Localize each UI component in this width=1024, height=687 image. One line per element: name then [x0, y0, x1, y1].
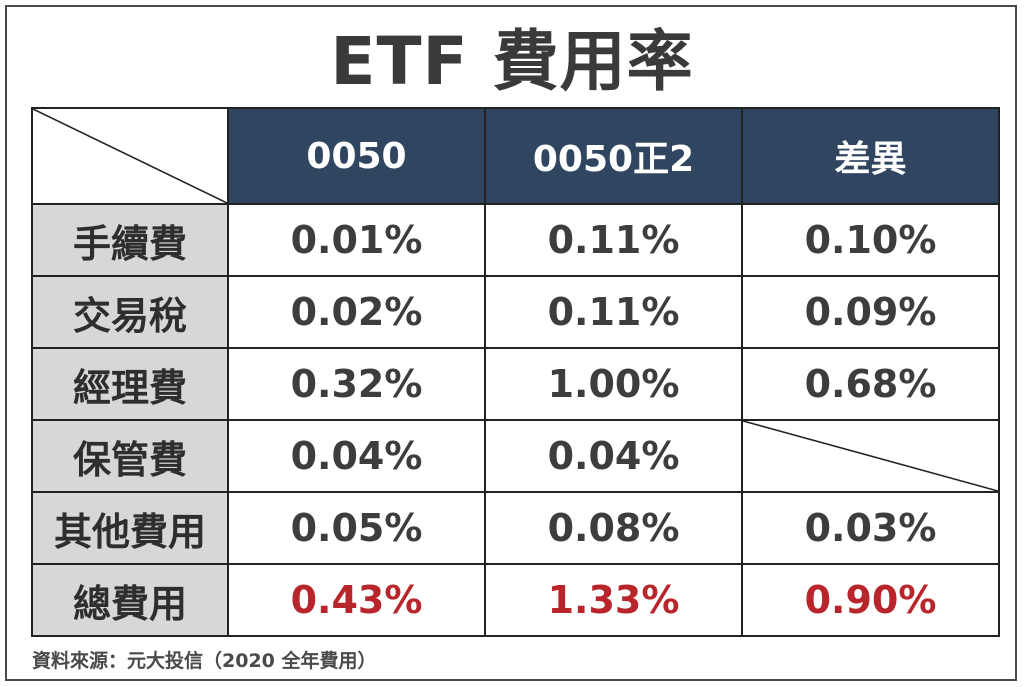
table-row: 手續費 0.01% 0.11% 0.10% [31, 203, 1000, 277]
table-header-row: 0050 0050正2 差異 [31, 107, 1000, 205]
table-row: 保管費 0.04% 0.04% [31, 419, 1000, 493]
table-cell: 0.02% [227, 275, 486, 349]
page-title: ETF 費用率 [330, 23, 694, 100]
diagonal-line [743, 421, 998, 491]
row-label: 總費用 [31, 563, 229, 637]
table-row-total: 總費用 0.43% 1.33% 0.90% [31, 563, 1000, 637]
table-cell: 0.04% [227, 419, 486, 493]
row-label: 交易稅 [31, 275, 229, 349]
total-cell: 0.90% [741, 563, 1000, 637]
row-label: 經理費 [31, 347, 229, 421]
source-note: 資料來源：元大投信（2020 全年費用） [32, 650, 377, 672]
table-cell: 0.11% [484, 203, 743, 277]
table-cell: 0.68% [741, 347, 1000, 421]
table-cell: 1.00% [484, 347, 743, 421]
table-cell: 0.10% [741, 203, 1000, 277]
table-cell: 0.08% [484, 491, 743, 565]
table-cell: 0.01% [227, 203, 486, 277]
table-cell: 0.03% [741, 491, 1000, 565]
empty-cell [741, 419, 1000, 493]
table-cell: 0.09% [741, 275, 1000, 349]
table-row: 其他費用 0.05% 0.08% 0.03% [31, 491, 1000, 565]
row-label: 手續費 [31, 203, 229, 277]
table-row: 交易稅 0.02% 0.11% 0.09% [31, 275, 1000, 349]
total-cell: 0.43% [227, 563, 486, 637]
diagonal-line [33, 109, 227, 203]
table-row: 經理費 0.32% 1.00% 0.68% [31, 347, 1000, 421]
fee-table: 0050 0050正2 差異 手續費 0.01% 0.11% 0.10% 交易稅… [31, 107, 1000, 637]
corner-cell [31, 107, 229, 205]
column-header-0050: 0050 [227, 107, 486, 205]
table-cell: 0.11% [484, 275, 743, 349]
column-header-0050-leveraged: 0050正2 [484, 107, 743, 205]
column-header-difference: 差異 [741, 107, 1000, 205]
table-cell: 0.04% [484, 419, 743, 493]
row-label: 保管費 [31, 419, 229, 493]
table-cell: 0.32% [227, 347, 486, 421]
row-label: 其他費用 [31, 491, 229, 565]
table-cell: 0.05% [227, 491, 486, 565]
total-cell: 1.33% [484, 563, 743, 637]
